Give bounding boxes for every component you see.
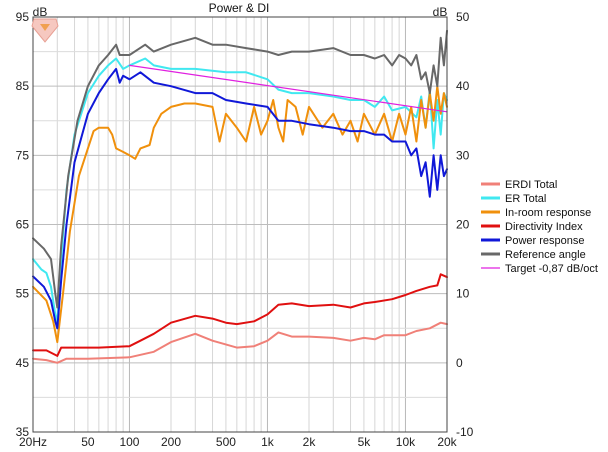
right-axis-ticks: -10 0 10 20 30 40 50	[456, 10, 474, 439]
shield-logo-icon	[31, 18, 59, 43]
right-tick-label: 40	[456, 79, 470, 93]
left-tick-label: 95	[16, 10, 30, 24]
series-line-directivity-index	[32, 273, 448, 357]
legend-label: Reference angle	[505, 249, 586, 261]
x-tick-label: 2k	[303, 435, 317, 449]
left-tick-label: 85	[16, 79, 30, 93]
series-line-reference-angle	[32, 29, 448, 309]
left-tick-label: 55	[16, 287, 30, 301]
x-axis-ticks: 20Hz 50 100 200 500 1k 2k 5k 10k 20k	[19, 435, 458, 449]
x-tick-label: 20Hz	[19, 435, 47, 449]
right-tick-label: 50	[456, 10, 470, 24]
series-line-target-0-87-db-oct	[128, 64, 448, 113]
left-tick-label: 65	[16, 218, 30, 232]
legend-label: ERDI Total	[505, 179, 557, 191]
right-axis-unit: dB	[433, 5, 448, 19]
series-line-erdi-total	[32, 321, 448, 364]
left-tick-label: 45	[16, 356, 30, 370]
chart-title: Power & DI	[209, 1, 270, 15]
legend-label: Power response	[505, 235, 585, 247]
x-tick-label: 500	[216, 435, 236, 449]
right-tick-label: 10	[456, 287, 470, 301]
right-tick-label: 30	[456, 148, 470, 162]
left-tick-label: 75	[16, 148, 30, 162]
left-tick-label: 35	[16, 425, 30, 439]
right-tick-label: -10	[456, 425, 474, 439]
x-tick-label: 1k	[261, 435, 275, 449]
right-tick-label: 0	[456, 356, 463, 370]
plot-frame	[32, 16, 448, 433]
x-tick-label: 100	[119, 435, 139, 449]
series-line-in-room-response	[32, 85, 448, 344]
x-tick-label: 50	[81, 435, 95, 449]
x-tick-label: 200	[161, 435, 181, 449]
x-tick-label: 5k	[358, 435, 372, 449]
series-curves	[32, 29, 448, 364]
right-tick-label: 20	[456, 218, 470, 232]
left-axis-ticks: 35 45 55 65 75 85 95	[16, 10, 30, 439]
legend: ERDI Total ER Total In-room response Direct…	[481, 179, 598, 275]
x-tick-label: 10k	[396, 435, 416, 449]
x-tick-label: 20k	[437, 435, 457, 449]
legend-label: Directivity Index	[505, 221, 583, 233]
legend-label: Target -0,87 dB/oct	[505, 263, 598, 275]
legend-label: ER Total	[505, 193, 546, 205]
legend-label: In-room response	[505, 207, 591, 219]
left-axis-unit: dB	[33, 5, 48, 19]
series-line-power-response	[32, 67, 448, 330]
